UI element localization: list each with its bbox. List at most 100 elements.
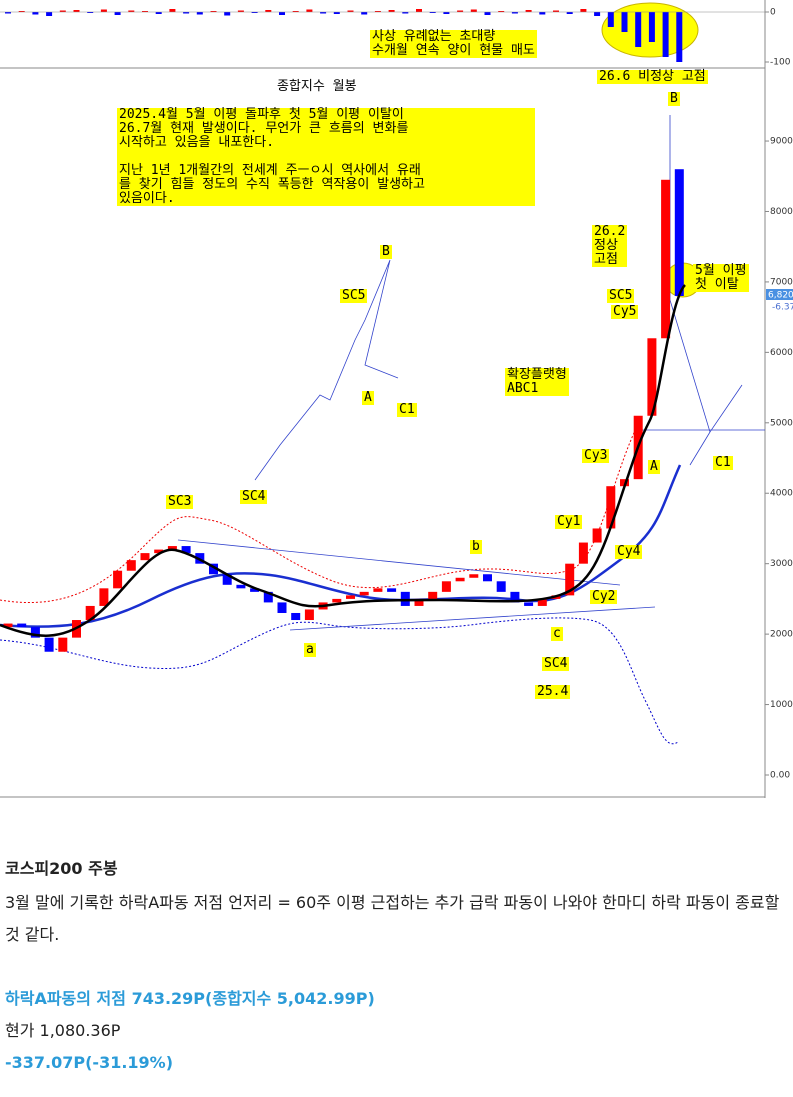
candle-body xyxy=(277,602,287,613)
candle-body xyxy=(674,169,684,297)
candle-body xyxy=(537,598,547,606)
flow-bar xyxy=(553,10,559,12)
annotation: SC5 xyxy=(340,288,368,303)
y-tick-label: 6000.0 xyxy=(770,348,793,358)
candle-body xyxy=(524,602,534,606)
flow-bar xyxy=(580,9,587,12)
candle-body xyxy=(332,598,342,603)
flow-bar xyxy=(511,12,518,14)
flow-bar xyxy=(374,11,381,12)
change-line: -337.07P(-31.19%) xyxy=(5,1053,174,1072)
post-heading: 코스피200 주봉 xyxy=(5,859,118,878)
chart-figure: 6,820 -6.37 0.00 1000.0 2000.0 3000.0 4000.0… xyxy=(0,0,793,798)
candle-body xyxy=(181,546,191,554)
last-price: 6,820 xyxy=(768,291,793,301)
flow-bar xyxy=(539,12,546,15)
wave-line xyxy=(177,115,765,631)
post-body: 코스피200 주봉 3월 말에 기록한 하락A파동 저점 언저리 = 60주 이… xyxy=(5,855,790,1079)
candle-body xyxy=(565,563,575,596)
candle-body xyxy=(263,591,273,603)
annotation: 26.6 비정상 고점 xyxy=(597,69,708,84)
candle-body xyxy=(126,560,136,571)
annotation: Cy4 xyxy=(615,544,643,559)
annotation: B xyxy=(380,244,392,259)
candle-body xyxy=(44,637,54,652)
candle-body xyxy=(99,588,109,606)
flow-bar xyxy=(183,12,190,14)
flow-bar xyxy=(621,12,628,32)
flow-bar xyxy=(388,10,395,12)
candle-body xyxy=(85,605,95,621)
candle-body xyxy=(373,588,383,592)
candle-body xyxy=(414,598,424,606)
post-paragraph: 3월 말에 기록한 하락A파동 저점 언저리 = 60주 이평 근접하는 추가 … xyxy=(5,893,780,944)
flow-bar xyxy=(333,12,340,14)
flow-bar xyxy=(73,10,80,12)
flow-bar xyxy=(457,10,464,12)
annotation: C1 xyxy=(713,455,733,470)
candle-body xyxy=(154,549,164,554)
flow-bar xyxy=(251,12,258,13)
flow-bar xyxy=(142,11,148,12)
annotation: SC5 xyxy=(607,288,635,303)
candle-body xyxy=(647,338,657,416)
flow-bar xyxy=(648,12,655,42)
flow-bar xyxy=(155,12,162,14)
annotation: Cy1 xyxy=(555,514,583,529)
y-tick-label: 2000.0 xyxy=(770,630,793,640)
annotation: Cy3 xyxy=(582,448,610,463)
candle-body xyxy=(17,623,27,628)
candle-body xyxy=(578,542,588,564)
y-tick-label: 7000.0 xyxy=(770,277,793,287)
low-line: 하락A파동의 저점 743.29P(종합지수 5,042.99P) xyxy=(5,989,375,1008)
y-tick-label: 9000.0 xyxy=(770,137,793,147)
flow-bar xyxy=(306,9,313,12)
candle-body xyxy=(455,577,465,582)
candle-body xyxy=(304,609,314,621)
candle-body xyxy=(30,627,40,638)
candle-body xyxy=(606,486,616,529)
y-tick-label: 3000.0 xyxy=(770,559,793,569)
flow-tick-label: -100 xyxy=(770,58,791,68)
candle-body xyxy=(167,546,177,550)
candle-body xyxy=(592,528,602,543)
last-change: -6.37 xyxy=(772,303,793,313)
flow-bar xyxy=(484,12,491,15)
flow-bar xyxy=(470,9,477,12)
annotation: 26.2 정상 고점 xyxy=(592,224,628,267)
flow-tick-label: 0 xyxy=(770,8,776,18)
flow-bar xyxy=(498,11,505,12)
y-tick-label: 4000.0 xyxy=(770,489,793,499)
candle-body xyxy=(441,581,451,592)
annotation: 사상 유례없는 초대량 수개월 연속 양이 현물 매도 xyxy=(370,29,537,58)
candle-body xyxy=(222,574,232,585)
flow-bar xyxy=(5,12,11,14)
flow-bar xyxy=(210,11,217,12)
candle-body xyxy=(140,553,150,561)
candle-body xyxy=(483,574,492,582)
flow-bar xyxy=(265,10,272,12)
flow-bar xyxy=(59,10,66,12)
flow-bar xyxy=(292,11,299,12)
candle-body xyxy=(346,595,355,599)
annotation: c xyxy=(551,626,563,641)
candle-body xyxy=(661,179,671,339)
annotation: C1 xyxy=(397,402,417,417)
annotation: SC3 xyxy=(166,494,194,509)
flow-bar xyxy=(566,12,573,14)
flow-bar xyxy=(402,12,409,14)
flow-bar xyxy=(196,12,203,15)
annotation: Cy5 xyxy=(611,304,639,319)
flow-bar xyxy=(443,12,450,14)
flow-bar xyxy=(279,12,285,15)
y-tick-label: 8000.0 xyxy=(770,207,793,217)
lower-band xyxy=(0,617,679,745)
candle-body xyxy=(58,637,68,652)
annotation: Cy2 xyxy=(590,589,618,604)
annotation: 2025.4월 5월 이평 돌파후 첫 5월 이평 이탈이 26.7월 현재 발… xyxy=(117,108,535,206)
candle-body xyxy=(428,591,438,599)
y-tick-label: 1000.0 xyxy=(770,700,793,710)
flow-bar xyxy=(114,12,121,15)
annotation: b xyxy=(470,539,482,554)
